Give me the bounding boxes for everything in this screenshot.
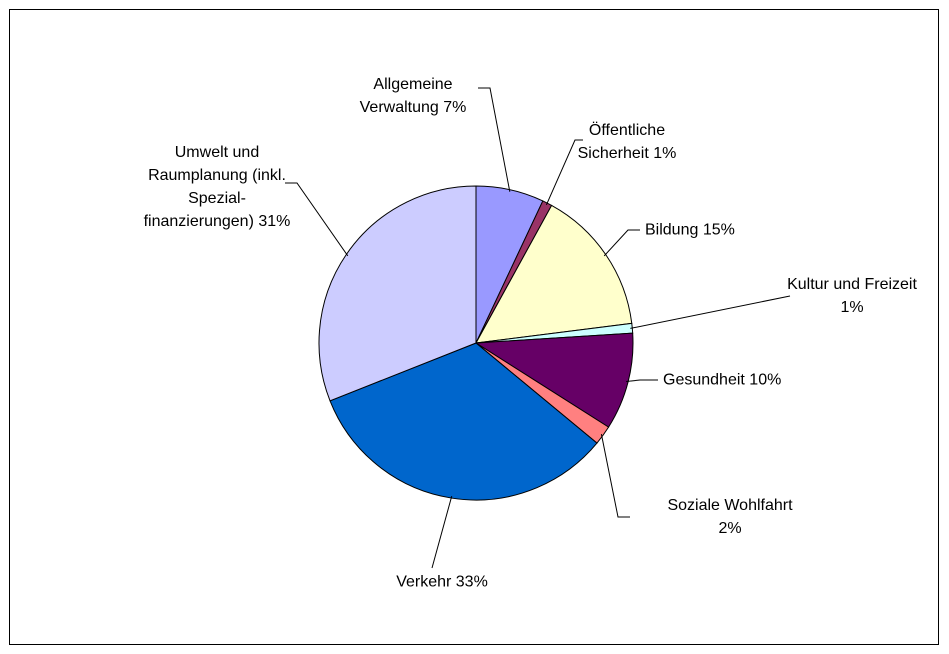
slice-label: Allgemeine Verwaltung 7% xyxy=(338,73,488,119)
value-label: 33% xyxy=(455,573,488,591)
category-name: Allgemeine Verwaltung xyxy=(359,76,453,116)
leader-line xyxy=(630,295,791,329)
value-label: 7% xyxy=(443,99,467,116)
leader-line xyxy=(431,495,453,569)
leader-line xyxy=(285,182,349,257)
slice-label: Umwelt und Raumplanung (inkl. Spezial- f… xyxy=(142,141,292,233)
leader-line xyxy=(603,229,640,257)
pie-slice xyxy=(474,332,634,428)
leader-line xyxy=(478,87,511,192)
chart-frame xyxy=(9,9,939,645)
pie-slice xyxy=(318,185,477,402)
slice-label: Verkehr 33% xyxy=(372,571,512,594)
slice-label: Kultur und Freizeit 1% xyxy=(777,273,927,319)
value-label: 1% xyxy=(840,299,864,316)
value-label: 15% xyxy=(702,221,735,239)
category-name: Umwelt und Raumplanung (inkl. Spezial- f… xyxy=(143,144,286,230)
value-label: 10% xyxy=(749,371,782,389)
category-name: Verkehr xyxy=(396,573,452,591)
category-name: Gesundheit xyxy=(663,371,745,389)
leader-line xyxy=(545,139,583,206)
category-name: Öffentliche Sicherheit xyxy=(577,122,666,162)
leader-line xyxy=(600,434,630,518)
category-name: Bildung xyxy=(645,221,699,239)
leader-line xyxy=(626,379,658,383)
category-name: Kultur und Freizeit xyxy=(787,276,917,293)
slice-label: Bildung 15% xyxy=(645,219,735,242)
value-label: 2% xyxy=(718,520,742,537)
slice-label: Soziale Wohlfahrt 2% xyxy=(660,494,800,540)
slice-label: Öffentliche Sicherheit 1% xyxy=(572,119,682,165)
value-label: 31% xyxy=(258,213,291,230)
value-label: 1% xyxy=(653,145,677,162)
slice-label: Gesundheit 10% xyxy=(663,369,781,392)
category-name: Soziale Wohlfahrt xyxy=(667,497,793,514)
